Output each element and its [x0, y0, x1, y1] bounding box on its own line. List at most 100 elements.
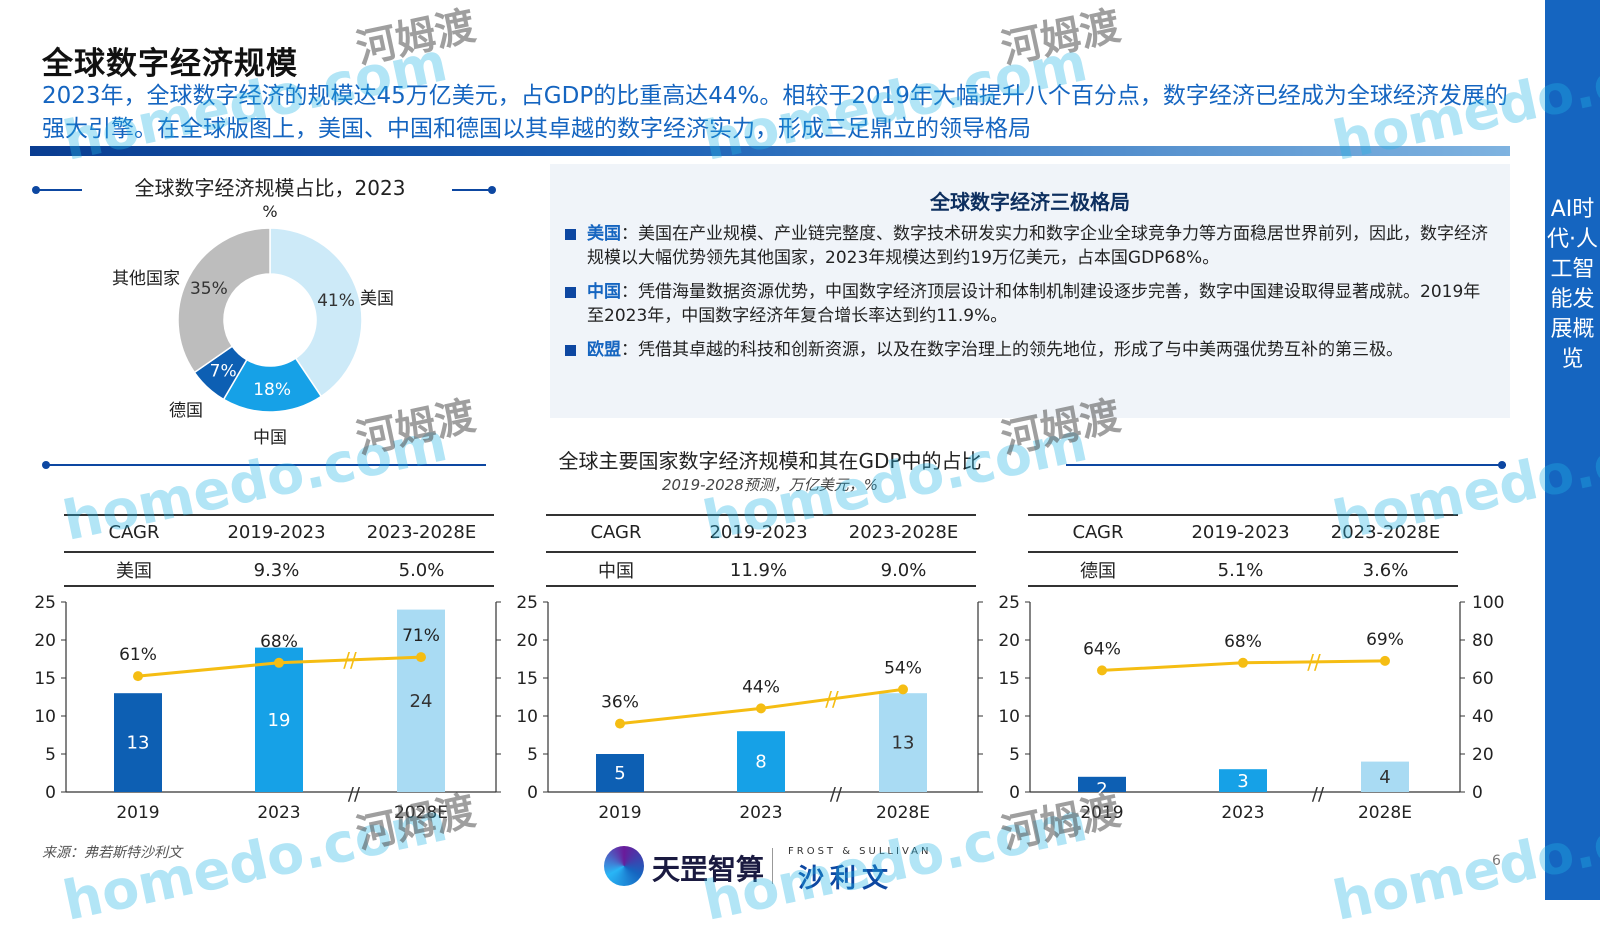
gdp-share-label: 36% [601, 693, 639, 713]
cagr-country-cell: 德国 [1080, 561, 1116, 582]
bar-value-label: 19 [268, 710, 291, 731]
bullet-text: 凭借海量数据资源优势，中国数字经济顶层设计和体制机制建设逐步完善，数字中国建设取… [587, 282, 1481, 326]
cagr-table-rule [546, 551, 976, 553]
pie-category-label: 美国 [360, 289, 394, 309]
x-tick-label: 2028E [1358, 803, 1412, 823]
line-break-mark: // [1307, 650, 1321, 674]
pie-value-label: 41% [317, 291, 355, 311]
y-tick-label: 20 [998, 631, 1020, 651]
bar-chart-usa: 0 5 10 15 20 25 // 13 2019 19 2023 24 2028E 61% 68% 71%… [34, 593, 501, 823]
gdp-share-point [1238, 657, 1248, 668]
y-tick-label: 15 [516, 669, 538, 689]
x-tick-label: 2023 [257, 803, 300, 823]
y-tick-label: 10 [34, 707, 56, 727]
panel-bullet-usa: 美国：美国在产业规模、产业链完整度、数字技术研发实力和数字企业全球竞争力等方面稳… [565, 222, 1495, 270]
cagr-header-cell: 2019-2023 [227, 522, 326, 543]
bar-value-label: 8 [755, 752, 766, 773]
y-tick-label: 15 [34, 669, 56, 689]
bar-chart-germany: 0 5 10 15 20 25 0 20 40 60 80 100 // 2 2019 3 2023 4 2028E… [998, 593, 1504, 823]
y-tick-label: 5 [1009, 745, 1020, 765]
source-note: 来源：弗若斯特沙利文 [42, 845, 182, 861]
bullet-head: 美国 [587, 224, 621, 244]
bar [596, 754, 644, 792]
section-line [36, 189, 82, 191]
bullet-text: 凭借其卓越的科技和创新资源，以及在数字治理上的领先地位，形成了与中美两强优势互补… [638, 340, 1403, 360]
cagr-table-rule [64, 585, 494, 587]
section-sidebar: AI时代·人工智能发展概览 [1545, 0, 1600, 900]
gdp-share-point [1097, 665, 1107, 676]
bullet-separator: ： [621, 224, 638, 244]
y-tick-label: 20 [34, 631, 56, 651]
y2-tick-label: 60 [1472, 669, 1494, 689]
x-tick-label: 2019 [1080, 803, 1123, 823]
gdp-share-label: 68% [260, 632, 298, 652]
cagr-header-cell: 2023-2028E [1330, 522, 1441, 543]
section-dot [1498, 461, 1506, 469]
cagr-table-rule [1028, 551, 1458, 553]
panel-title: 全球数字经济三极格局 [930, 190, 1130, 214]
gdp-share-point [274, 657, 284, 668]
y-tick-label: 20 [516, 631, 538, 651]
y2-tick-label: 20 [1472, 745, 1494, 765]
cagr-header-cell: CAGR [108, 522, 160, 543]
bar [1361, 761, 1409, 792]
bullet-text: 美国在产业规模、产业链完整度、数字技术研发实力和数字企业全球竞争力等方面稳居世界… [587, 224, 1488, 268]
pie-slice [269, 227, 363, 398]
gdp-share-label: 69% [1366, 630, 1404, 650]
frost-logo-small: FROST & SULLIVAN [788, 846, 932, 857]
gdp-share-label: 64% [1083, 639, 1121, 659]
gdp-share-point [1380, 655, 1390, 666]
cagr-table-rule [64, 514, 494, 516]
cagr-header-cell: 2019-2023 [1191, 522, 1290, 543]
gdp-share-label: 71% [402, 626, 440, 646]
cagr-header-cell: CAGR [1072, 522, 1124, 543]
bullet-square-icon [565, 229, 576, 240]
axis-break-mark: // [1312, 784, 1325, 805]
pie-value-label: 35% [190, 279, 228, 299]
watermark-name: 河姆渡 [997, 2, 1125, 73]
bar [1078, 776, 1126, 792]
axis-break-mark: // [348, 784, 361, 805]
y-tick-label: 15 [998, 669, 1020, 689]
logo-divider [772, 848, 773, 884]
cagr-table-rule [546, 514, 976, 516]
lead-paragraph: 2023年，全球数字经济的规模达45万亿美元，占GDP的比重高达44%。相较于2… [42, 83, 1508, 142]
cagr-header-cell: 2019-2023 [709, 522, 808, 543]
y-tick-label: 5 [45, 745, 56, 765]
x-tick-label: 2019 [116, 803, 159, 823]
page-number: 6 [1492, 853, 1501, 869]
y-tick-label: 25 [998, 593, 1020, 613]
line-break-mark: // [343, 648, 357, 672]
x-tick-label: 2023 [1221, 803, 1264, 823]
cagr-value-cell: 5.1% [1217, 560, 1264, 581]
bar [879, 693, 927, 792]
gdp-share-label: 61% [119, 645, 157, 665]
y-tick-label: 10 [516, 707, 538, 727]
bar [397, 609, 445, 792]
cagr-header-cell: CAGR [590, 522, 642, 543]
bar-value-label: 2 [1096, 779, 1107, 800]
page-title: 全球数字经济规模 [42, 46, 298, 82]
pie-category-label: 中国 [253, 428, 287, 448]
cagr-header-cell: 2023-2028E [848, 522, 959, 543]
bullet-separator: ： [621, 340, 638, 360]
panel-bullet-china: 中国：凭借海量数据资源优势，中国数字经济顶层设计和体制机制建设逐步完善，数字中国… [565, 280, 1495, 328]
cagr-table-rule [546, 585, 976, 587]
cagr-country-cell: 美国 [116, 561, 152, 582]
bullet-square-icon [565, 287, 576, 298]
y-tick-label: 0 [1009, 783, 1020, 803]
cagr-value-cell: 9.0% [880, 560, 927, 581]
gdp-share-label: 44% [742, 677, 780, 697]
lead-divider [30, 146, 1510, 156]
bar-section-subtitle: 2019-2028预测，万亿美元，% [661, 476, 878, 494]
bar [1219, 769, 1267, 792]
gdp-share-label: 54% [884, 658, 922, 678]
tianzui-logo-icon [604, 846, 644, 886]
section-line [1066, 464, 1506, 466]
gdp-share-point [756, 703, 766, 714]
bullet-head: 欧盟 [587, 340, 621, 360]
cagr-value-cell: 3.6% [1362, 560, 1409, 581]
pie-section-title: 全球数字经济规模占比，2023 [134, 176, 406, 200]
y2-tick-label: 0 [1472, 783, 1483, 803]
cagr-value-cell: 5.0% [398, 560, 445, 581]
